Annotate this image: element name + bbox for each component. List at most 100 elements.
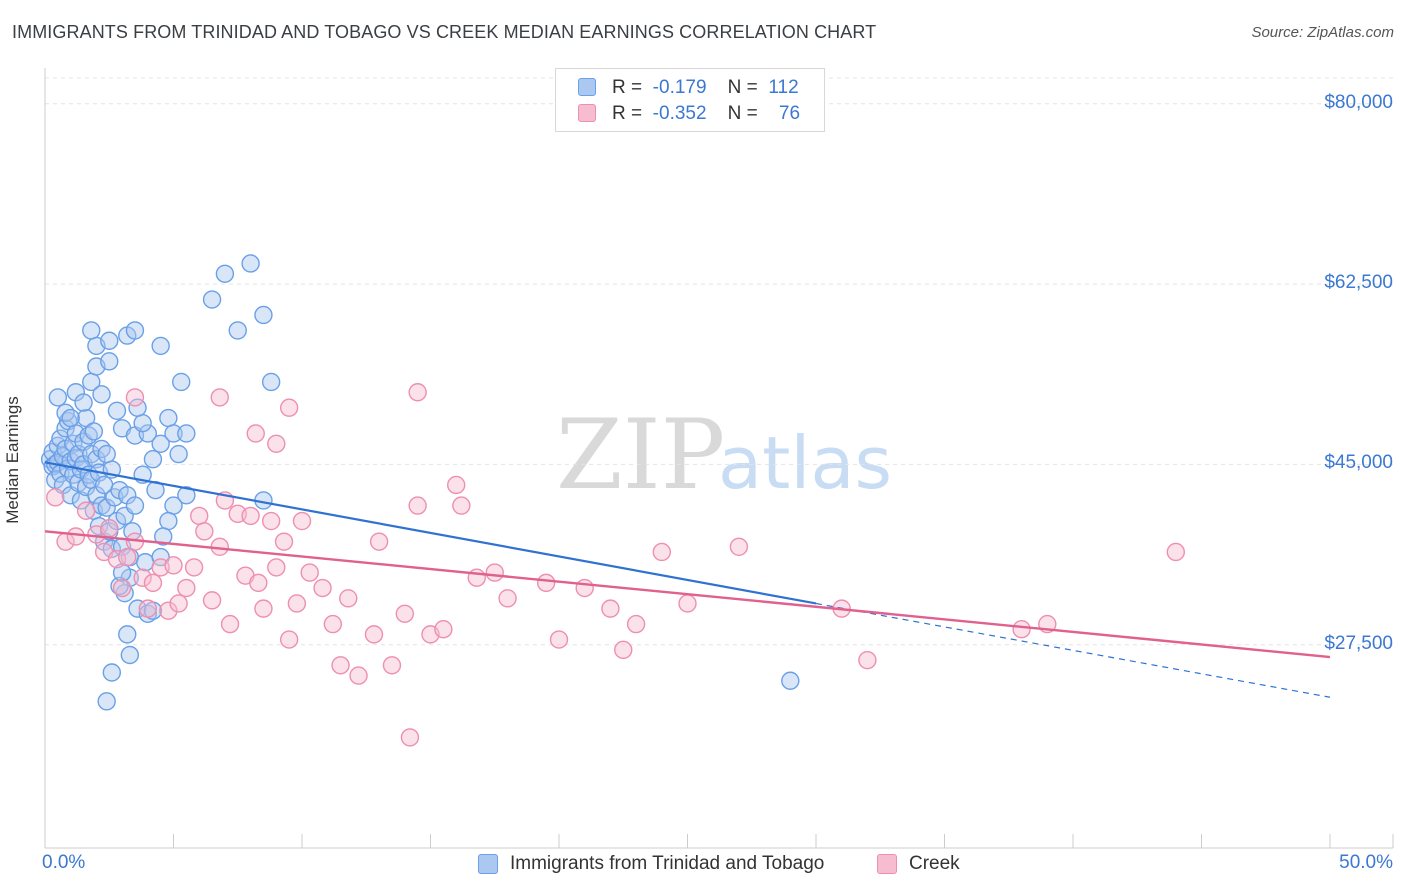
data-point-immigrants: [159, 408, 178, 428]
series-legend-label: Immigrants from Trinidad and Tobago: [510, 853, 825, 874]
data-point-immigrants: [74, 393, 93, 412]
series-immigrants-points: [40, 254, 800, 711]
data-point-immigrants: [159, 511, 178, 531]
data-point-creek: [339, 589, 358, 608]
data-point-creek: [246, 424, 265, 443]
data-point-creek: [169, 594, 188, 613]
data-point-creek: [292, 511, 312, 531]
data-point-creek: [112, 578, 132, 598]
data-point-creek: [46, 488, 65, 507]
trend-line-creek: [44, 530, 1331, 659]
data-point-immigrants: [118, 625, 137, 644]
data-point-creek: [267, 558, 286, 577]
data-point-immigrants: [781, 671, 800, 690]
data-point-immigrants: [215, 264, 235, 283]
data-point-creek: [118, 547, 137, 567]
data-point-creek: [601, 599, 620, 618]
data-point-immigrants: [100, 352, 119, 371]
data-point-immigrants: [202, 290, 222, 309]
legend-r-value: -0.352: [652, 103, 707, 124]
data-point-immigrants: [100, 331, 119, 350]
data-point-creek: [279, 398, 299, 417]
data-point-creek: [364, 625, 384, 644]
data-point-immigrants: [82, 321, 101, 340]
data-point-immigrants: [92, 385, 111, 404]
data-point-immigrants: [107, 401, 127, 421]
data-point-creek: [652, 542, 671, 562]
series-creek-points: [46, 383, 1186, 747]
data-point-immigrants: [228, 321, 247, 340]
data-point-creek: [195, 522, 214, 541]
data-point-immigrants: [120, 645, 140, 665]
data-point-immigrants: [102, 663, 122, 682]
data-point-creek: [434, 620, 453, 639]
data-point-creek: [331, 656, 350, 675]
grid: [45, 77, 1395, 646]
data-point-creek: [261, 511, 281, 531]
legend-r-label: R =: [612, 77, 643, 98]
data-point-creek: [279, 630, 299, 649]
data-point-immigrants: [143, 450, 163, 469]
data-point-creek: [467, 568, 486, 587]
data-point-immigrants: [261, 372, 281, 392]
data-point-creek: [241, 506, 260, 526]
trend-lines: [44, 461, 1331, 698]
data-point-immigrants: [125, 321, 145, 340]
data-point-creek: [549, 630, 569, 649]
y-tick-label: $27,500: [1324, 632, 1393, 654]
data-point-immigrants: [61, 408, 80, 428]
data-point-creek: [220, 614, 240, 634]
data-point-immigrants: [82, 444, 101, 464]
data-point-creek: [575, 578, 594, 598]
data-point-creek: [143, 573, 163, 593]
watermark: ZIP atlas: [556, 399, 892, 511]
data-point-creek: [395, 604, 414, 623]
data-point-creek: [249, 573, 268, 593]
data-point-creek: [349, 666, 368, 685]
series-legend: Immigrants from Trinidad and Tobago Cree…: [0, 852, 1406, 878]
legend-n-label: N =: [727, 77, 758, 98]
watermark-zip: ZIP: [556, 399, 725, 511]
data-point-creek: [313, 578, 332, 598]
data-point-immigrants: [97, 444, 116, 464]
legend-r-value: -0.179: [652, 77, 707, 98]
data-point-immigrants: [151, 547, 170, 567]
data-point-creek: [447, 475, 466, 495]
data-point-creek: [498, 589, 517, 608]
data-point-creek: [66, 527, 86, 546]
data-point-creek: [189, 506, 209, 526]
data-point-immigrants: [138, 424, 158, 443]
data-point-immigrants: [84, 422, 104, 441]
data-point-creek: [254, 599, 273, 618]
data-point-creek: [1012, 620, 1031, 639]
data-point-creek: [159, 601, 178, 620]
data-point-immigrants: [164, 424, 183, 443]
data-point-creek: [184, 558, 204, 577]
data-point-creek: [323, 614, 343, 634]
legend-n-value: 112: [768, 77, 799, 98]
data-point-creek: [274, 532, 294, 551]
correlation-legend: R = -0.179 N = 112 R = -0.352 N = 76: [555, 68, 825, 132]
data-point-immigrants: [56, 403, 75, 423]
data-point-immigrants: [125, 496, 145, 515]
y-tick-label: $80,000: [1324, 91, 1393, 113]
data-point-immigrants: [169, 444, 188, 464]
legend-swatch-blue: [578, 78, 596, 96]
data-point-creek: [369, 532, 389, 551]
source-credit: Source: ZipAtlas.com: [1251, 24, 1394, 41]
data-point-immigrants: [151, 434, 170, 453]
data-point-creek: [210, 388, 229, 407]
y-tick-label: $62,500: [1324, 272, 1393, 294]
chart-title: IMMIGRANTS FROM TRINIDAD AND TOBAGO VS C…: [12, 22, 877, 42]
data-point-immigrants: [177, 486, 196, 505]
data-point-creek: [408, 383, 427, 402]
data-point-immigrants: [136, 553, 155, 572]
data-point-creek: [678, 594, 697, 613]
data-point-creek: [100, 519, 119, 538]
data-point-immigrants: [110, 576, 129, 596]
watermark-atlas: atlas: [718, 421, 892, 505]
data-point-creek: [536, 573, 556, 593]
data-point-immigrants: [241, 254, 260, 273]
data-point-immigrants: [48, 388, 68, 407]
